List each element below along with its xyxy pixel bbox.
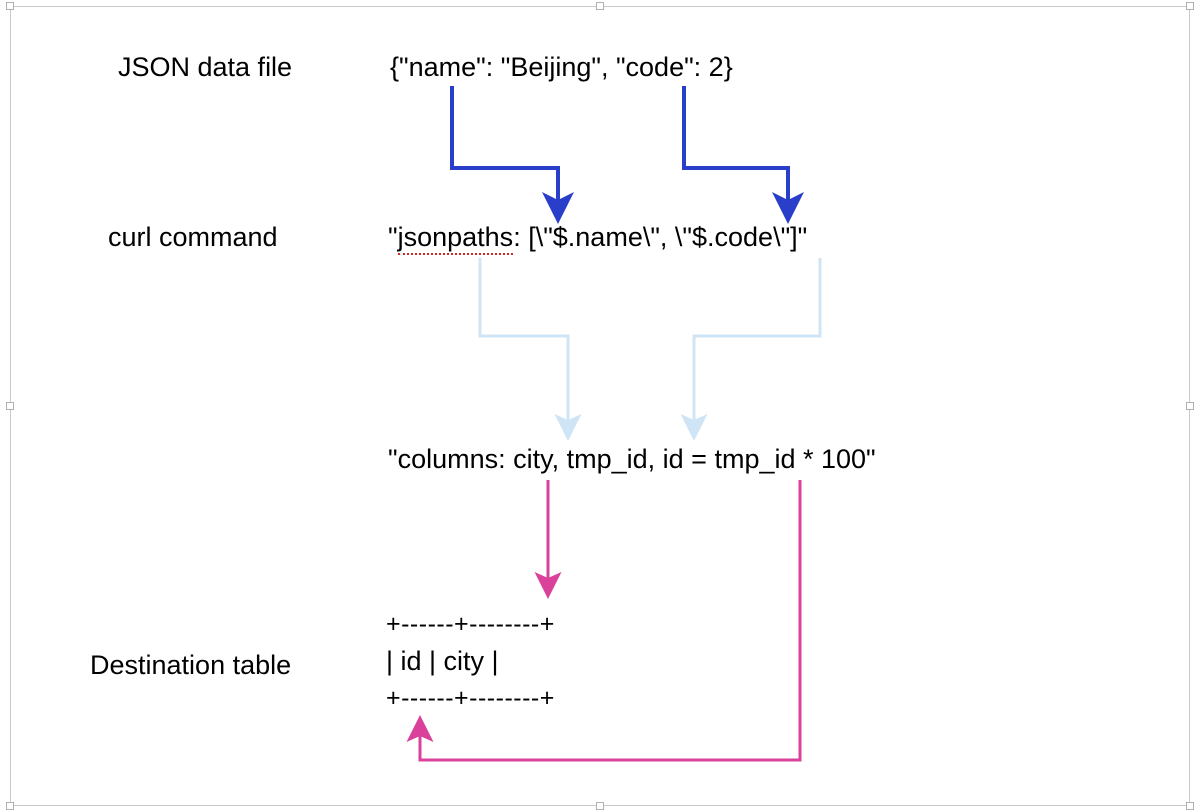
selection-handle[interactable] [1186,402,1194,410]
selection-handle[interactable] [1186,2,1194,10]
table-border-top: +------+--------+ [386,610,555,639]
selection-handle[interactable] [596,802,604,810]
table-row-header: | id | city | [386,646,499,677]
content-jsonpaths: "jsonpaths: [\"$.name\", \"$.code\"]" [388,222,807,253]
label-json-file: JSON data file [118,52,292,83]
jsonpaths-quote-open: " [388,222,398,252]
content-columns: "columns: city, tmp_id, id = tmp_id * 10… [388,444,876,475]
content-json-value: {"name": "Beijing", "code": 2} [390,52,733,83]
selection-handle[interactable] [6,402,14,410]
selection-handle[interactable] [1186,802,1194,810]
jsonpaths-word: jsonpaths [398,222,514,255]
table-border-bottom: +------+--------+ [386,684,555,713]
selection-handle[interactable] [6,802,14,810]
selection-handle[interactable] [596,2,604,10]
diagram-canvas: JSON data file curl command Destination … [0,0,1200,812]
label-curl-command: curl command [108,222,278,253]
selection-handle[interactable] [6,2,14,10]
selection-frame [10,6,1190,806]
label-destination-table: Destination table [90,650,291,681]
jsonpaths-rest: : [\"$.name\", \"$.code\"]" [513,222,807,252]
